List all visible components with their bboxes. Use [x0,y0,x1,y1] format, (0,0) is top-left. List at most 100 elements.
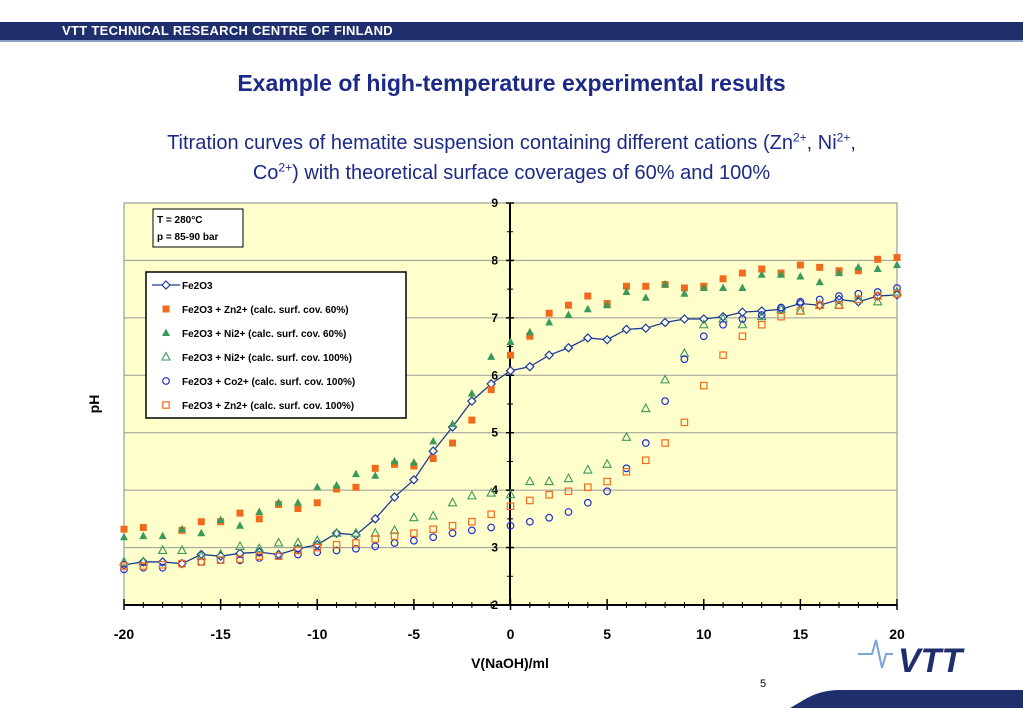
series-5-point-15 [410,529,418,538]
series-5-point-7 [255,552,264,560]
series-5-point-35 [796,307,805,315]
series-2-point-38 [854,262,863,271]
series-3-point-26 [621,431,632,441]
series-0-point-28 [660,317,670,328]
series-1-point-23 [584,292,592,300]
legend-marker-0 [161,280,171,290]
conditions-pressure: p = 85-90 bar [157,232,219,243]
y-tick-label-9: 9 [491,196,498,210]
series-5-point-39 [873,292,882,300]
series-4-point-24 [583,498,592,507]
series-3-point-32 [737,319,748,329]
legend-label-4: Fe2O3 + Co2+ (calc. surf. cov. 100%) [182,377,355,388]
series-5-point-32 [738,332,747,341]
series-2-point-28 [661,280,670,288]
legend-frame [145,271,407,419]
logo-signal-icon [858,639,893,669]
series-3-point-2 [157,544,168,554]
series-2-point-35 [796,272,805,280]
series-2-point-29 [680,289,689,297]
series-2-point-31 [719,283,728,291]
series-2-point-30 [699,283,708,291]
series-5-point-20 [506,502,515,511]
conditions-box-frame [152,208,244,248]
subtitle-sup-co: 2+ [278,160,293,175]
series-4-point-12 [352,544,360,553]
series-4-point-39 [873,288,882,296]
series-5-point-26 [622,467,631,476]
y-tick-label-8: 8 [491,253,498,267]
series-1-point-14 [410,462,418,470]
series-1-point-1 [139,523,147,531]
series-4-point-9 [294,550,302,559]
series-0-point-23 [563,342,574,353]
x-axis-title: V(NaOH)/ml [471,655,549,671]
series-5-point-21 [526,496,534,505]
subtitle-text-2: , Ni [806,132,837,154]
series-3-point-12 [350,527,361,537]
series-3-point-10 [312,535,323,545]
conditions-box: T = 280°C p = 85-90 bar [152,208,244,248]
series-5-point-33 [757,320,766,329]
series-2-point-6 [235,521,244,529]
x-tick-label--15: -15 [211,626,231,642]
series-5-point-19 [487,510,495,519]
series-3-point-17 [447,497,458,507]
series-4-point-15 [409,536,418,545]
series-1-point-26 [642,282,650,290]
legend: Fe2O3 Fe2O3 + Zn2+ (calc. surf. cov. 60%)… [145,271,407,419]
series-3-point-39 [872,296,883,306]
conditions-temperature: T = 280°C [157,215,202,226]
legend-marker-1 [162,305,170,313]
series-1-point-20 [526,332,534,340]
subtitle-text-1: Titration curves of hematite suspension … [167,132,793,154]
series-1-point-37 [854,267,862,275]
series-5-point-14 [390,532,399,540]
slide-title: Example of high-temperature experimental… [237,70,786,96]
header-accent-line [0,40,1023,42]
series-1-point-34 [796,261,804,269]
series-0-point-24 [582,333,593,343]
x-tick-label--20: -20 [114,626,134,642]
series-0-point-29 [679,314,690,324]
subtitle-text-5: ) with theoretical surface coverages of … [292,162,771,184]
series-1-point-3 [197,518,205,526]
series-2-point-20 [506,337,515,345]
series-3-point-25 [602,458,613,468]
series-5-point-6 [236,555,244,563]
series-5-point-40 [893,289,901,298]
series-0-point-26 [621,324,632,335]
series-2-point-11 [332,481,341,489]
series-4-point-19 [487,523,496,532]
legend-label-0: Fe2O3 [182,281,213,292]
legend-label-3: Fe2O3 + Ni2+ (calc. surf. cov. 100%) [182,353,352,364]
organization-name: VTT TECHNICAL RESEARCH CENTRE OF FINLAND [62,23,393,38]
series-2-point-36 [815,277,824,286]
series-4-point-28 [661,397,669,406]
series-3-point-28 [660,374,671,384]
series-1-point-22 [564,301,572,309]
series-4-point-36 [815,295,824,304]
series-0-point-22 [544,350,554,361]
series-2-point-18 [467,389,476,397]
series-1-point-38 [874,255,882,263]
series-4-point-37 [835,292,843,300]
series-2-point-23 [564,310,573,318]
series-1-point-19 [507,351,514,359]
series-5-point-12 [352,539,360,547]
series-5-point-34 [777,312,785,321]
footer-wave [790,690,1023,708]
series-2-point-15 [409,458,418,466]
series-0-point-21 [524,361,535,372]
series-5-point-29 [680,418,689,427]
series-5-point-4 [197,558,206,566]
series-3-point-18 [466,490,477,500]
series-5-point-10 [313,543,322,552]
series-3-point-15 [408,512,419,522]
series-0-point-25 [602,334,612,345]
series-1-point-17 [468,416,476,424]
series-5-point-38 [854,295,863,304]
series-1-point-31 [738,269,746,277]
series-5 [120,289,901,570]
series-3-point-7 [254,543,265,553]
